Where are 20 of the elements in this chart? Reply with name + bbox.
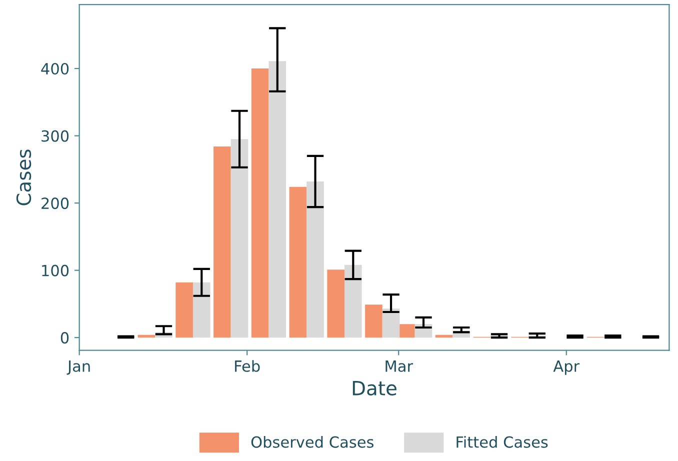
y-axis-title: Cases	[16, 150, 32, 206]
bar	[230, 139, 248, 338]
x-tick-label: Feb	[235, 360, 260, 372]
bar	[176, 282, 193, 338]
y-tick-label: 200	[42, 198, 69, 210]
x-tick-label: Mar	[386, 360, 414, 372]
bar	[214, 146, 231, 338]
bar	[268, 61, 286, 338]
x-tick-label: Jan	[66, 360, 90, 375]
bar	[192, 282, 210, 338]
x-tick-label: Apr	[553, 360, 580, 375]
x-axis-title: Date	[352, 381, 396, 396]
y-tick-label: 300	[42, 130, 69, 142]
y-tick-label: 100	[42, 264, 69, 276]
y-tick-label: 0	[60, 332, 69, 344]
legend-label: Fitted Cases	[456, 436, 548, 448]
bar	[251, 68, 269, 338]
bar	[138, 334, 156, 338]
y-tick-label: 400	[41, 62, 69, 75]
legend-label: Observed Cases	[251, 436, 374, 448]
